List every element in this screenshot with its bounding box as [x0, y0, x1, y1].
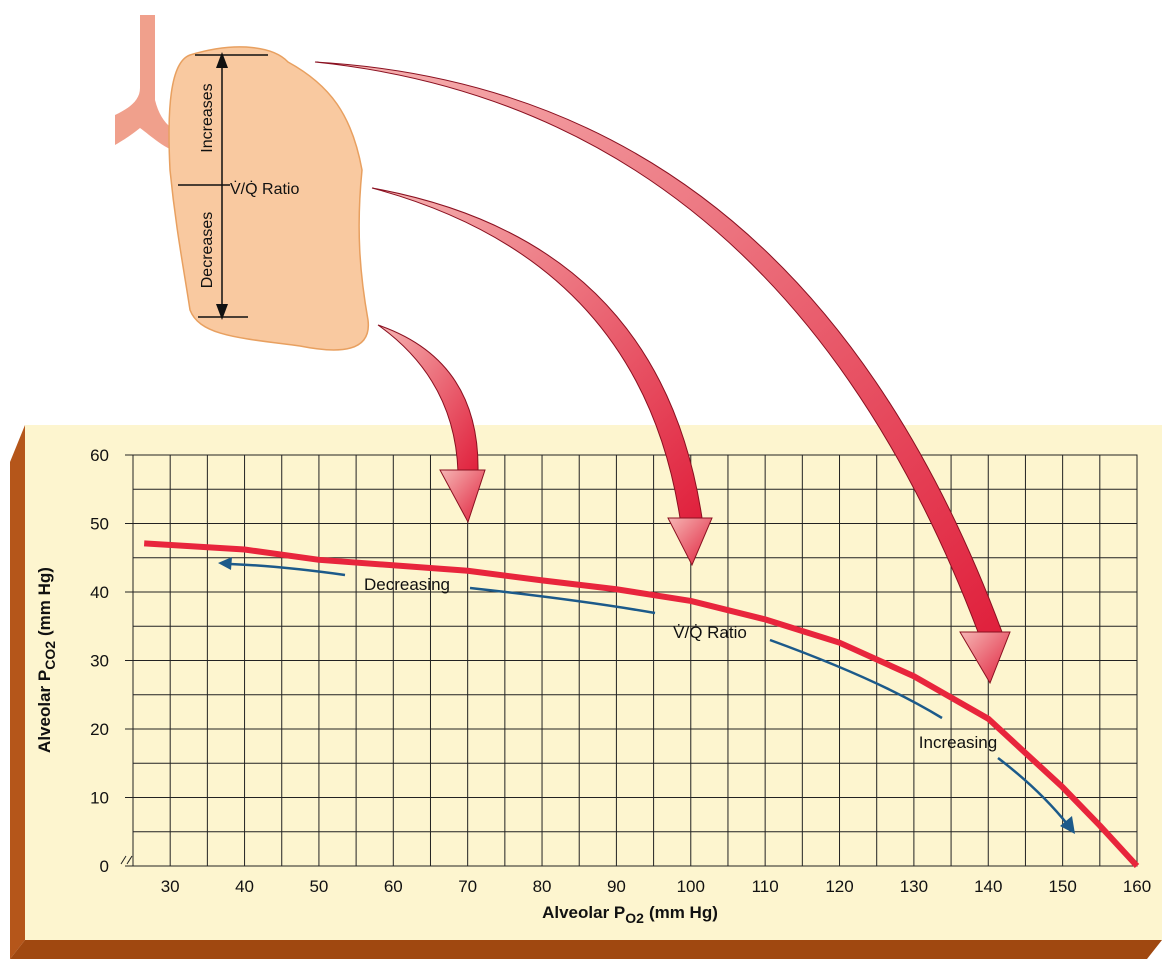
- axis-break: [120, 855, 133, 865]
- x-tick-label: 90: [607, 877, 626, 896]
- x-tick-label: 150: [1048, 877, 1076, 896]
- x-tick-label: 50: [309, 877, 328, 896]
- board: [25, 425, 1162, 940]
- y-tick-label: 0: [100, 857, 109, 876]
- plot: 30 40 50 60 70 80 90 100 110 120 130 140 150 160 0 10 20…: [90, 446, 1151, 896]
- lung-label: V̇/Q̇ Ratio: [230, 180, 299, 198]
- y-tick-label: 30: [90, 652, 109, 671]
- curve: [143, 540, 1140, 869]
- x-tick-label: 40: [235, 877, 254, 896]
- y-tick-label: 20: [90, 720, 109, 739]
- trend-arrows: [229, 562, 1069, 826]
- y-tick-label: 10: [90, 789, 109, 808]
- x-tick-label: 130: [900, 877, 928, 896]
- y-tick-label: 50: [90, 515, 109, 534]
- y-axis-label: Alveolar PCO2(mm Hg): [35, 567, 58, 753]
- arrow-head: [216, 304, 228, 320]
- lung: [168, 46, 369, 351]
- x-tick-label: 140: [974, 877, 1002, 896]
- x-tick-label: 80: [533, 877, 552, 896]
- big-arrows: [314, 61, 1011, 685]
- trachea: [115, 15, 185, 155]
- x-tick-label: 110: [752, 877, 779, 896]
- annotation: Decreasing: [364, 575, 450, 594]
- lung-label: Decreases: [199, 212, 216, 288]
- annotation: V̇/Q̇ Ratio: [673, 623, 747, 642]
- x-tick-label: 160: [1123, 877, 1151, 896]
- arrow-head: [218, 557, 232, 570]
- y-tick-label: 40: [90, 583, 109, 602]
- x-tick-label: 120: [825, 877, 853, 896]
- arrow-head: [216, 52, 228, 68]
- annotation: Increasing: [919, 733, 997, 752]
- x-tick-label: 60: [384, 877, 403, 896]
- x-axis-label: Alveolar PO2 (mm Hg): [542, 903, 718, 926]
- board-edge: [10, 940, 1162, 959]
- board-edge: [10, 425, 25, 959]
- x-tick-label: 70: [458, 877, 477, 896]
- x-tick-label: 30: [161, 877, 180, 896]
- arrow-head: [1060, 816, 1075, 834]
- x-tick-label: 100: [677, 877, 705, 896]
- lung-label: Increases: [199, 83, 216, 152]
- y-tick-label: 60: [90, 446, 109, 465]
